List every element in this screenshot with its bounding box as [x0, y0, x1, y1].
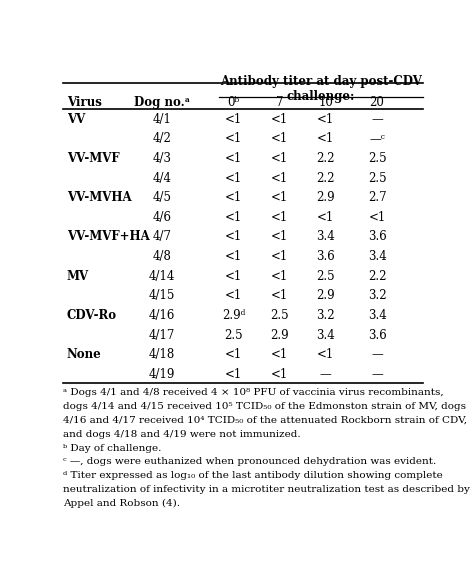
Text: 4/5: 4/5	[153, 191, 172, 204]
Text: —: —	[319, 368, 331, 381]
Text: 3.2: 3.2	[316, 309, 335, 322]
Text: Virus: Virus	[66, 97, 101, 109]
Text: 4/6: 4/6	[153, 211, 172, 224]
Text: <1: <1	[271, 250, 288, 263]
Text: 0ᵇ: 0ᵇ	[228, 97, 240, 109]
Text: dogs 4/14 and 4/15 received 10⁵ TCID₅₀ of the Edmonston strain of MV, dogs: dogs 4/14 and 4/15 received 10⁵ TCID₅₀ o…	[63, 402, 466, 412]
Text: <1: <1	[271, 113, 288, 126]
Text: 2.2: 2.2	[316, 172, 335, 184]
Text: 20: 20	[370, 97, 384, 109]
Text: 4/7: 4/7	[153, 231, 172, 243]
Text: 2.5: 2.5	[368, 172, 386, 184]
Text: Appel and Robson (4).: Appel and Robson (4).	[63, 499, 180, 508]
Text: <1: <1	[271, 191, 288, 204]
Text: 4/18: 4/18	[149, 348, 175, 361]
Text: <1: <1	[368, 211, 386, 224]
Text: and dogs 4/18 and 4/19 were not immunized.: and dogs 4/18 and 4/19 were not immunize…	[63, 430, 301, 439]
Text: <1: <1	[271, 172, 288, 184]
Text: <1: <1	[225, 270, 242, 283]
Text: <1: <1	[271, 348, 288, 361]
Text: 3.2: 3.2	[368, 290, 386, 302]
Text: None: None	[66, 348, 101, 361]
Text: VV: VV	[66, 113, 85, 126]
Text: 3.6: 3.6	[316, 250, 335, 263]
Text: 4/14: 4/14	[149, 270, 175, 283]
Text: <1: <1	[317, 132, 334, 146]
Text: 2.2: 2.2	[316, 152, 335, 165]
Text: —: —	[371, 368, 383, 381]
Text: VV-MVF: VV-MVF	[66, 152, 119, 165]
Text: <1: <1	[317, 348, 334, 361]
Text: 3.4: 3.4	[316, 231, 335, 243]
Text: <1: <1	[225, 290, 242, 302]
Text: ᵃ Dogs 4/1 and 4/8 received 4 × 10⁸ PFU of vaccinia virus recombinants,: ᵃ Dogs 4/1 and 4/8 received 4 × 10⁸ PFU …	[63, 388, 444, 398]
Text: ᵈ Titer expressed as log₁₀ of the last antibody dilution showing complete: ᵈ Titer expressed as log₁₀ of the last a…	[63, 471, 443, 480]
Text: <1: <1	[225, 211, 242, 224]
Text: Antibody titer at day post-CDV
challenge:: Antibody titer at day post-CDV challenge…	[220, 75, 422, 103]
Text: <1: <1	[317, 211, 334, 224]
Text: CDV-Ro: CDV-Ro	[66, 309, 117, 322]
Text: <1: <1	[271, 270, 288, 283]
Text: <1: <1	[271, 211, 288, 224]
Text: 2.9: 2.9	[316, 290, 335, 302]
Text: 4/16 and 4/17 received 10⁴ TCID₅₀ of the attenuated Rockborn strain of CDV,: 4/16 and 4/17 received 10⁴ TCID₅₀ of the…	[63, 416, 467, 425]
Text: 2.5: 2.5	[316, 270, 335, 283]
Text: <1: <1	[225, 172, 242, 184]
Text: 4/8: 4/8	[153, 250, 172, 263]
Text: 2.5: 2.5	[270, 309, 289, 322]
Text: 2.9ᵈ: 2.9ᵈ	[222, 309, 246, 322]
Text: VV-MVF+HA: VV-MVF+HA	[66, 231, 149, 243]
Text: neutralization of infectivity in a microtiter neutralization test as described b: neutralization of infectivity in a micro…	[63, 485, 470, 494]
Text: 3.4: 3.4	[368, 309, 386, 322]
Text: Dog no.ᵃ: Dog no.ᵃ	[134, 97, 190, 109]
Text: 2.9: 2.9	[270, 328, 289, 342]
Text: MV: MV	[66, 270, 89, 283]
Text: 3.4: 3.4	[368, 250, 386, 263]
Text: <1: <1	[225, 132, 242, 146]
Text: 7: 7	[276, 97, 283, 109]
Text: <1: <1	[225, 368, 242, 381]
Text: 4/16: 4/16	[149, 309, 175, 322]
Text: —ᶜ: —ᶜ	[369, 132, 385, 146]
Text: <1: <1	[271, 132, 288, 146]
Text: —: —	[371, 113, 383, 126]
Text: 2.5: 2.5	[368, 152, 386, 165]
Text: <1: <1	[225, 348, 242, 361]
Text: <1: <1	[271, 368, 288, 381]
Text: ᵇ Day of challenge.: ᵇ Day of challenge.	[63, 444, 161, 453]
Text: <1: <1	[225, 113, 242, 126]
Text: <1: <1	[271, 290, 288, 302]
Text: 4/19: 4/19	[149, 368, 175, 381]
Text: 2.5: 2.5	[224, 328, 243, 342]
Text: 4/1: 4/1	[153, 113, 172, 126]
Text: ᶜ —, dogs were euthanized when pronounced dehydration was evident.: ᶜ —, dogs were euthanized when pronounce…	[63, 457, 436, 466]
Text: <1: <1	[225, 231, 242, 243]
Text: <1: <1	[225, 152, 242, 165]
Text: 3.6: 3.6	[368, 328, 386, 342]
Text: <1: <1	[225, 250, 242, 263]
Text: 2.9: 2.9	[316, 191, 335, 204]
Text: <1: <1	[271, 231, 288, 243]
Text: VV-MVHA: VV-MVHA	[66, 191, 131, 204]
Text: <1: <1	[225, 191, 242, 204]
Text: 10: 10	[318, 97, 333, 109]
Text: <1: <1	[317, 113, 334, 126]
Text: 3.4: 3.4	[316, 328, 335, 342]
Text: 4/17: 4/17	[149, 328, 175, 342]
Text: 4/3: 4/3	[153, 152, 172, 165]
Text: 2.2: 2.2	[368, 270, 386, 283]
Text: 3.6: 3.6	[368, 231, 386, 243]
Text: 4/4: 4/4	[153, 172, 172, 184]
Text: <1: <1	[271, 152, 288, 165]
Text: 2.7: 2.7	[368, 191, 386, 204]
Text: 4/2: 4/2	[153, 132, 172, 146]
Text: —: —	[371, 348, 383, 361]
Text: 4/15: 4/15	[149, 290, 175, 302]
